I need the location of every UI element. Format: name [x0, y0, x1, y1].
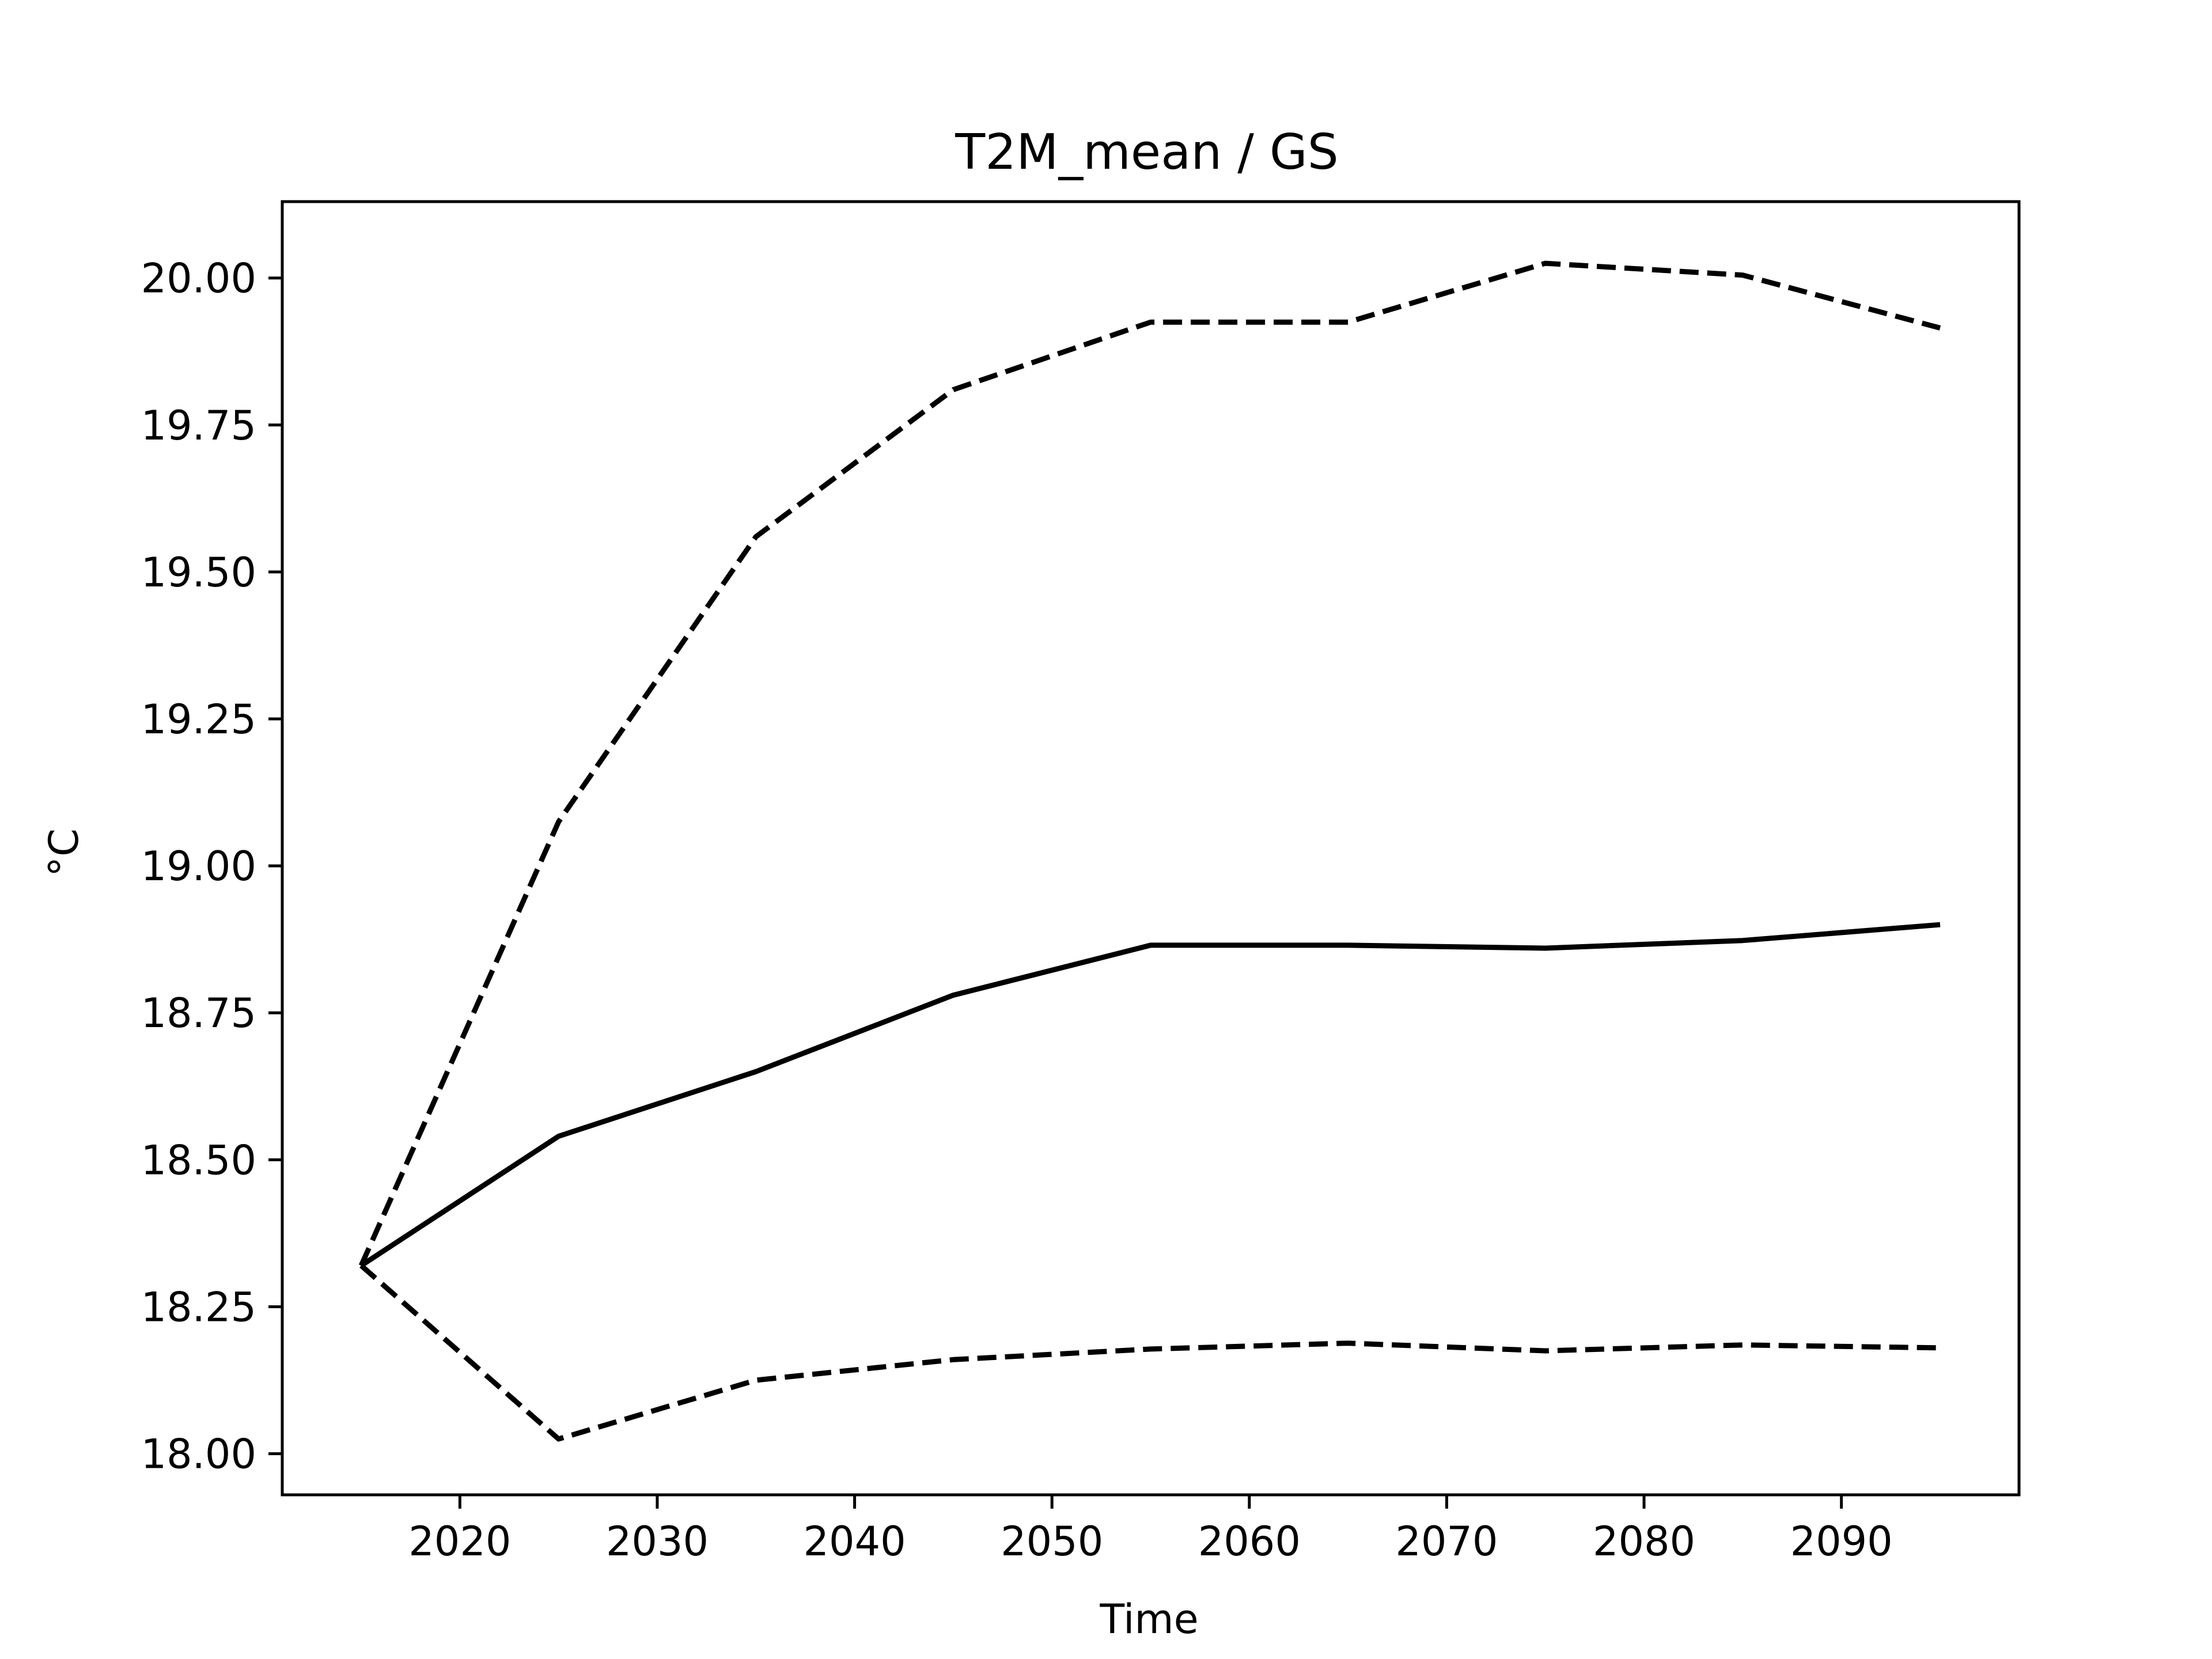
y-tick-label: 19.25 [141, 696, 256, 743]
y-tick-label: 18.00 [141, 1431, 256, 1478]
plot-lines [358, 260, 1941, 1442]
x-axis: 2020 2030 2040 2050 2060 2070 2080 2090 [408, 1495, 1893, 1565]
y-tick-label: 18.75 [141, 990, 256, 1037]
y-tick-label: 18.50 [141, 1137, 256, 1184]
y-tick-label: 19.75 [141, 402, 256, 449]
y-tick-label: 19.50 [141, 549, 256, 596]
series-line-bound-2 [359, 1263, 1941, 1442]
x-tick-label: 2070 [1395, 1518, 1498, 1565]
x-tick-label: 2030 [606, 1518, 709, 1565]
y-tick-label: 18.25 [141, 1283, 256, 1331]
y-tick-label: 19.00 [141, 843, 256, 890]
plot-frame [281, 200, 2021, 1497]
y-tick-label: 20.00 [141, 255, 256, 302]
x-axis-label: Time [1099, 1596, 1198, 1643]
series-line-mean [359, 922, 1941, 1268]
chart-title: T2M_mean / GS [955, 124, 1338, 181]
x-tick-label: 2050 [1001, 1518, 1103, 1565]
y-axis: 18.00 18.25 18.50 18.75 19.00 19.25 19.50 19.75… [141, 255, 282, 1478]
x-tick-label: 2090 [1790, 1518, 1893, 1565]
x-tick-label: 2060 [1198, 1518, 1301, 1565]
x-tick-label: 2040 [804, 1518, 906, 1565]
y-axis-label: °C [40, 828, 88, 877]
x-tick-label: 2080 [1593, 1518, 1695, 1565]
x-tick-label: 2020 [408, 1518, 511, 1565]
series-line-bound-1 [358, 260, 1941, 1267]
